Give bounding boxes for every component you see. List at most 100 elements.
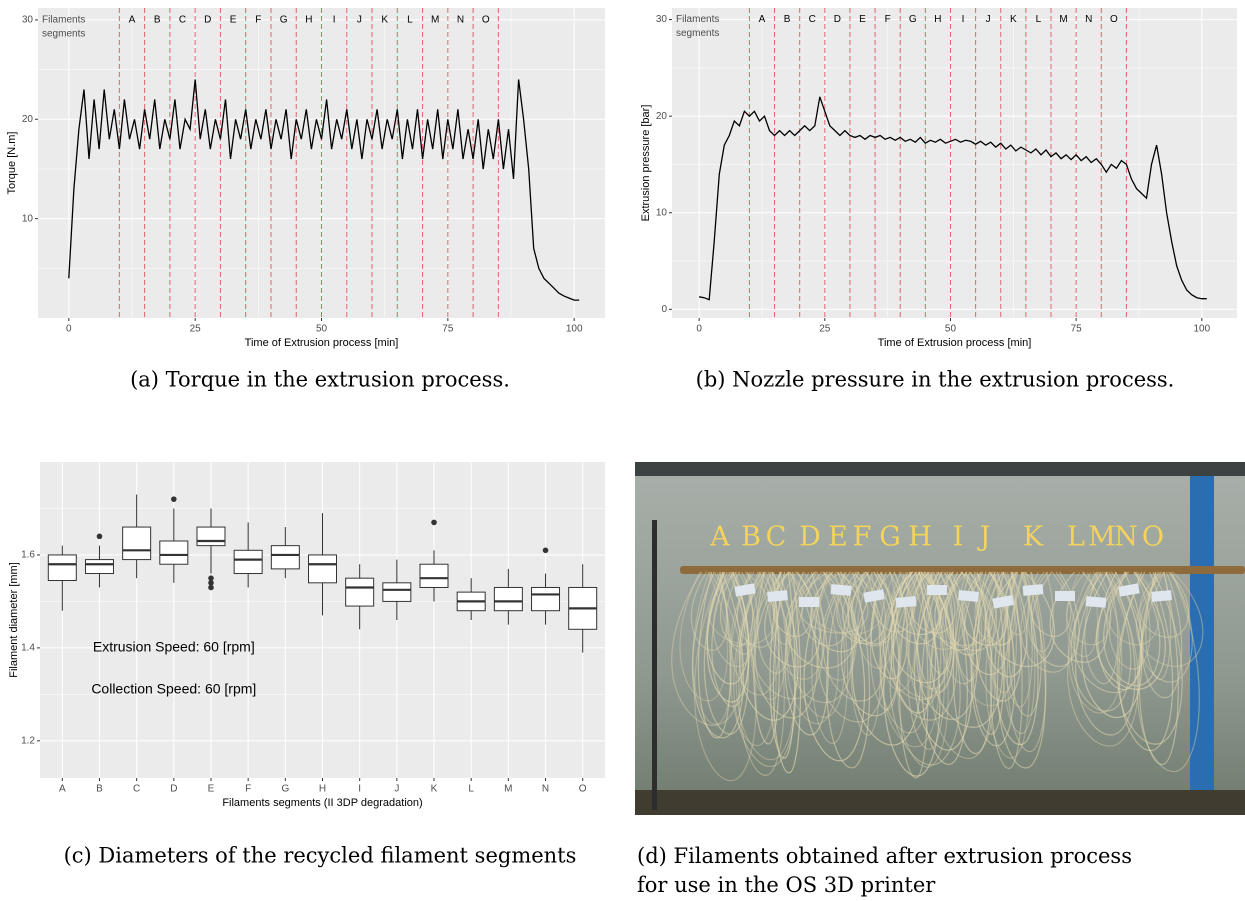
y-tick-label: 30 — [22, 15, 34, 26]
filament-loop — [1135, 571, 1204, 667]
filament-loop — [725, 571, 759, 655]
box — [419, 563, 449, 588]
photo-label: C — [766, 522, 787, 553]
x-tick-label: E — [208, 784, 215, 795]
filament-loop — [785, 571, 856, 669]
box — [531, 586, 561, 612]
x-tick-label: N — [542, 784, 549, 795]
filament-loop — [1073, 571, 1144, 694]
filament-loop — [905, 571, 952, 690]
filament-loop — [1049, 571, 1108, 663]
filament-loop — [1070, 571, 1132, 712]
filament-loop — [870, 571, 909, 680]
box — [122, 526, 152, 561]
filament-loop — [916, 571, 978, 721]
segment-label: O — [482, 15, 490, 26]
x-tick-label: L — [468, 784, 474, 795]
filament-loop — [826, 571, 871, 769]
outlier — [208, 580, 214, 586]
filament-loop — [811, 571, 849, 745]
filament-loop — [757, 571, 791, 674]
y-tick-label: 20 — [656, 111, 668, 122]
filament-loop — [972, 571, 1005, 735]
filament-loop — [836, 571, 886, 645]
x-tick-label: 25 — [819, 324, 831, 335]
caption: (a) Torque in the extrusion process. — [130, 368, 510, 392]
x-axis-title: Time of Extrusion process [min] — [245, 337, 399, 349]
filament-loop — [690, 571, 729, 651]
filament-loop — [1067, 571, 1123, 714]
segment-label: D — [204, 15, 211, 26]
segment-label: K — [1010, 14, 1017, 25]
outlier — [171, 496, 177, 502]
y-tick-label: 1.2 — [21, 735, 35, 746]
filament-loop — [679, 571, 729, 702]
photo-label: E — [828, 522, 848, 553]
segment-label: J — [357, 15, 362, 26]
segment-label: B — [154, 15, 161, 26]
caption: (c) Diameters of the recycled filament s… — [64, 844, 577, 868]
x-axis-title: Time of Extrusion process [min] — [878, 337, 1032, 349]
segment-label: N — [457, 15, 464, 26]
x-tick-label: H — [319, 784, 326, 795]
filament-loop — [1136, 571, 1200, 773]
filament-loop — [711, 571, 750, 708]
box — [47, 554, 77, 581]
x-tick-label: 50 — [316, 324, 328, 335]
segment-label: O — [1110, 14, 1118, 25]
box — [196, 526, 226, 547]
x-axis-title: Filaments segments (II 3DP degradation) — [222, 797, 422, 809]
filament-loop — [891, 571, 942, 645]
box — [233, 549, 263, 575]
filament-loop — [842, 571, 898, 647]
filament-loop — [753, 571, 780, 745]
outlier — [208, 575, 214, 581]
photo-label: D — [799, 522, 821, 553]
filament-loop — [1103, 571, 1161, 687]
photo-background — [635, 462, 1245, 815]
box — [493, 586, 523, 612]
filament-loop — [774, 571, 826, 680]
filament-loop — [1116, 571, 1183, 745]
filament-loop — [754, 571, 818, 719]
photo-bottom — [635, 790, 1245, 815]
filament-loop — [889, 571, 961, 766]
x-tick-label: D — [170, 784, 177, 795]
x-tick-label: 75 — [1071, 324, 1083, 335]
photo-top — [635, 462, 1245, 476]
filament-loop — [916, 571, 955, 693]
y-tick-label: 30 — [656, 14, 668, 25]
segment-label: H — [934, 14, 941, 25]
filament-loop — [801, 571, 850, 647]
photo-label: M — [1088, 522, 1116, 553]
photo-frame — [1190, 476, 1214, 790]
filament-loop — [1118, 571, 1174, 752]
filament-tag — [830, 584, 852, 596]
segment-label: G — [909, 14, 917, 25]
filament-loop — [880, 571, 940, 748]
x-tick-label: I — [358, 784, 361, 795]
filament-loop — [1095, 571, 1166, 690]
segment-label: E — [230, 15, 237, 26]
segment-label: F — [885, 14, 891, 25]
segment-label: E — [859, 14, 866, 25]
x-tick-label: F — [245, 784, 251, 795]
filament-tag — [1085, 596, 1107, 608]
x-tick-label: G — [281, 784, 289, 795]
filament-tag — [958, 590, 979, 602]
filament-loop — [840, 571, 900, 717]
y-tick-label: 1.6 — [21, 550, 35, 561]
photo-label: G — [879, 522, 901, 553]
filament-loop — [921, 571, 968, 765]
x-tick-label: M — [504, 784, 512, 795]
segment-label: L — [1036, 14, 1042, 25]
segment-label: L — [407, 15, 413, 26]
filament-loop — [1138, 571, 1179, 766]
segment-label: H — [305, 15, 312, 26]
segment-label: C — [179, 15, 186, 26]
filament-loop — [1075, 571, 1136, 736]
outlier — [542, 547, 549, 554]
y-tick-label: 10 — [22, 213, 34, 224]
filament-loop — [671, 571, 743, 726]
photo-label: H — [908, 522, 932, 553]
